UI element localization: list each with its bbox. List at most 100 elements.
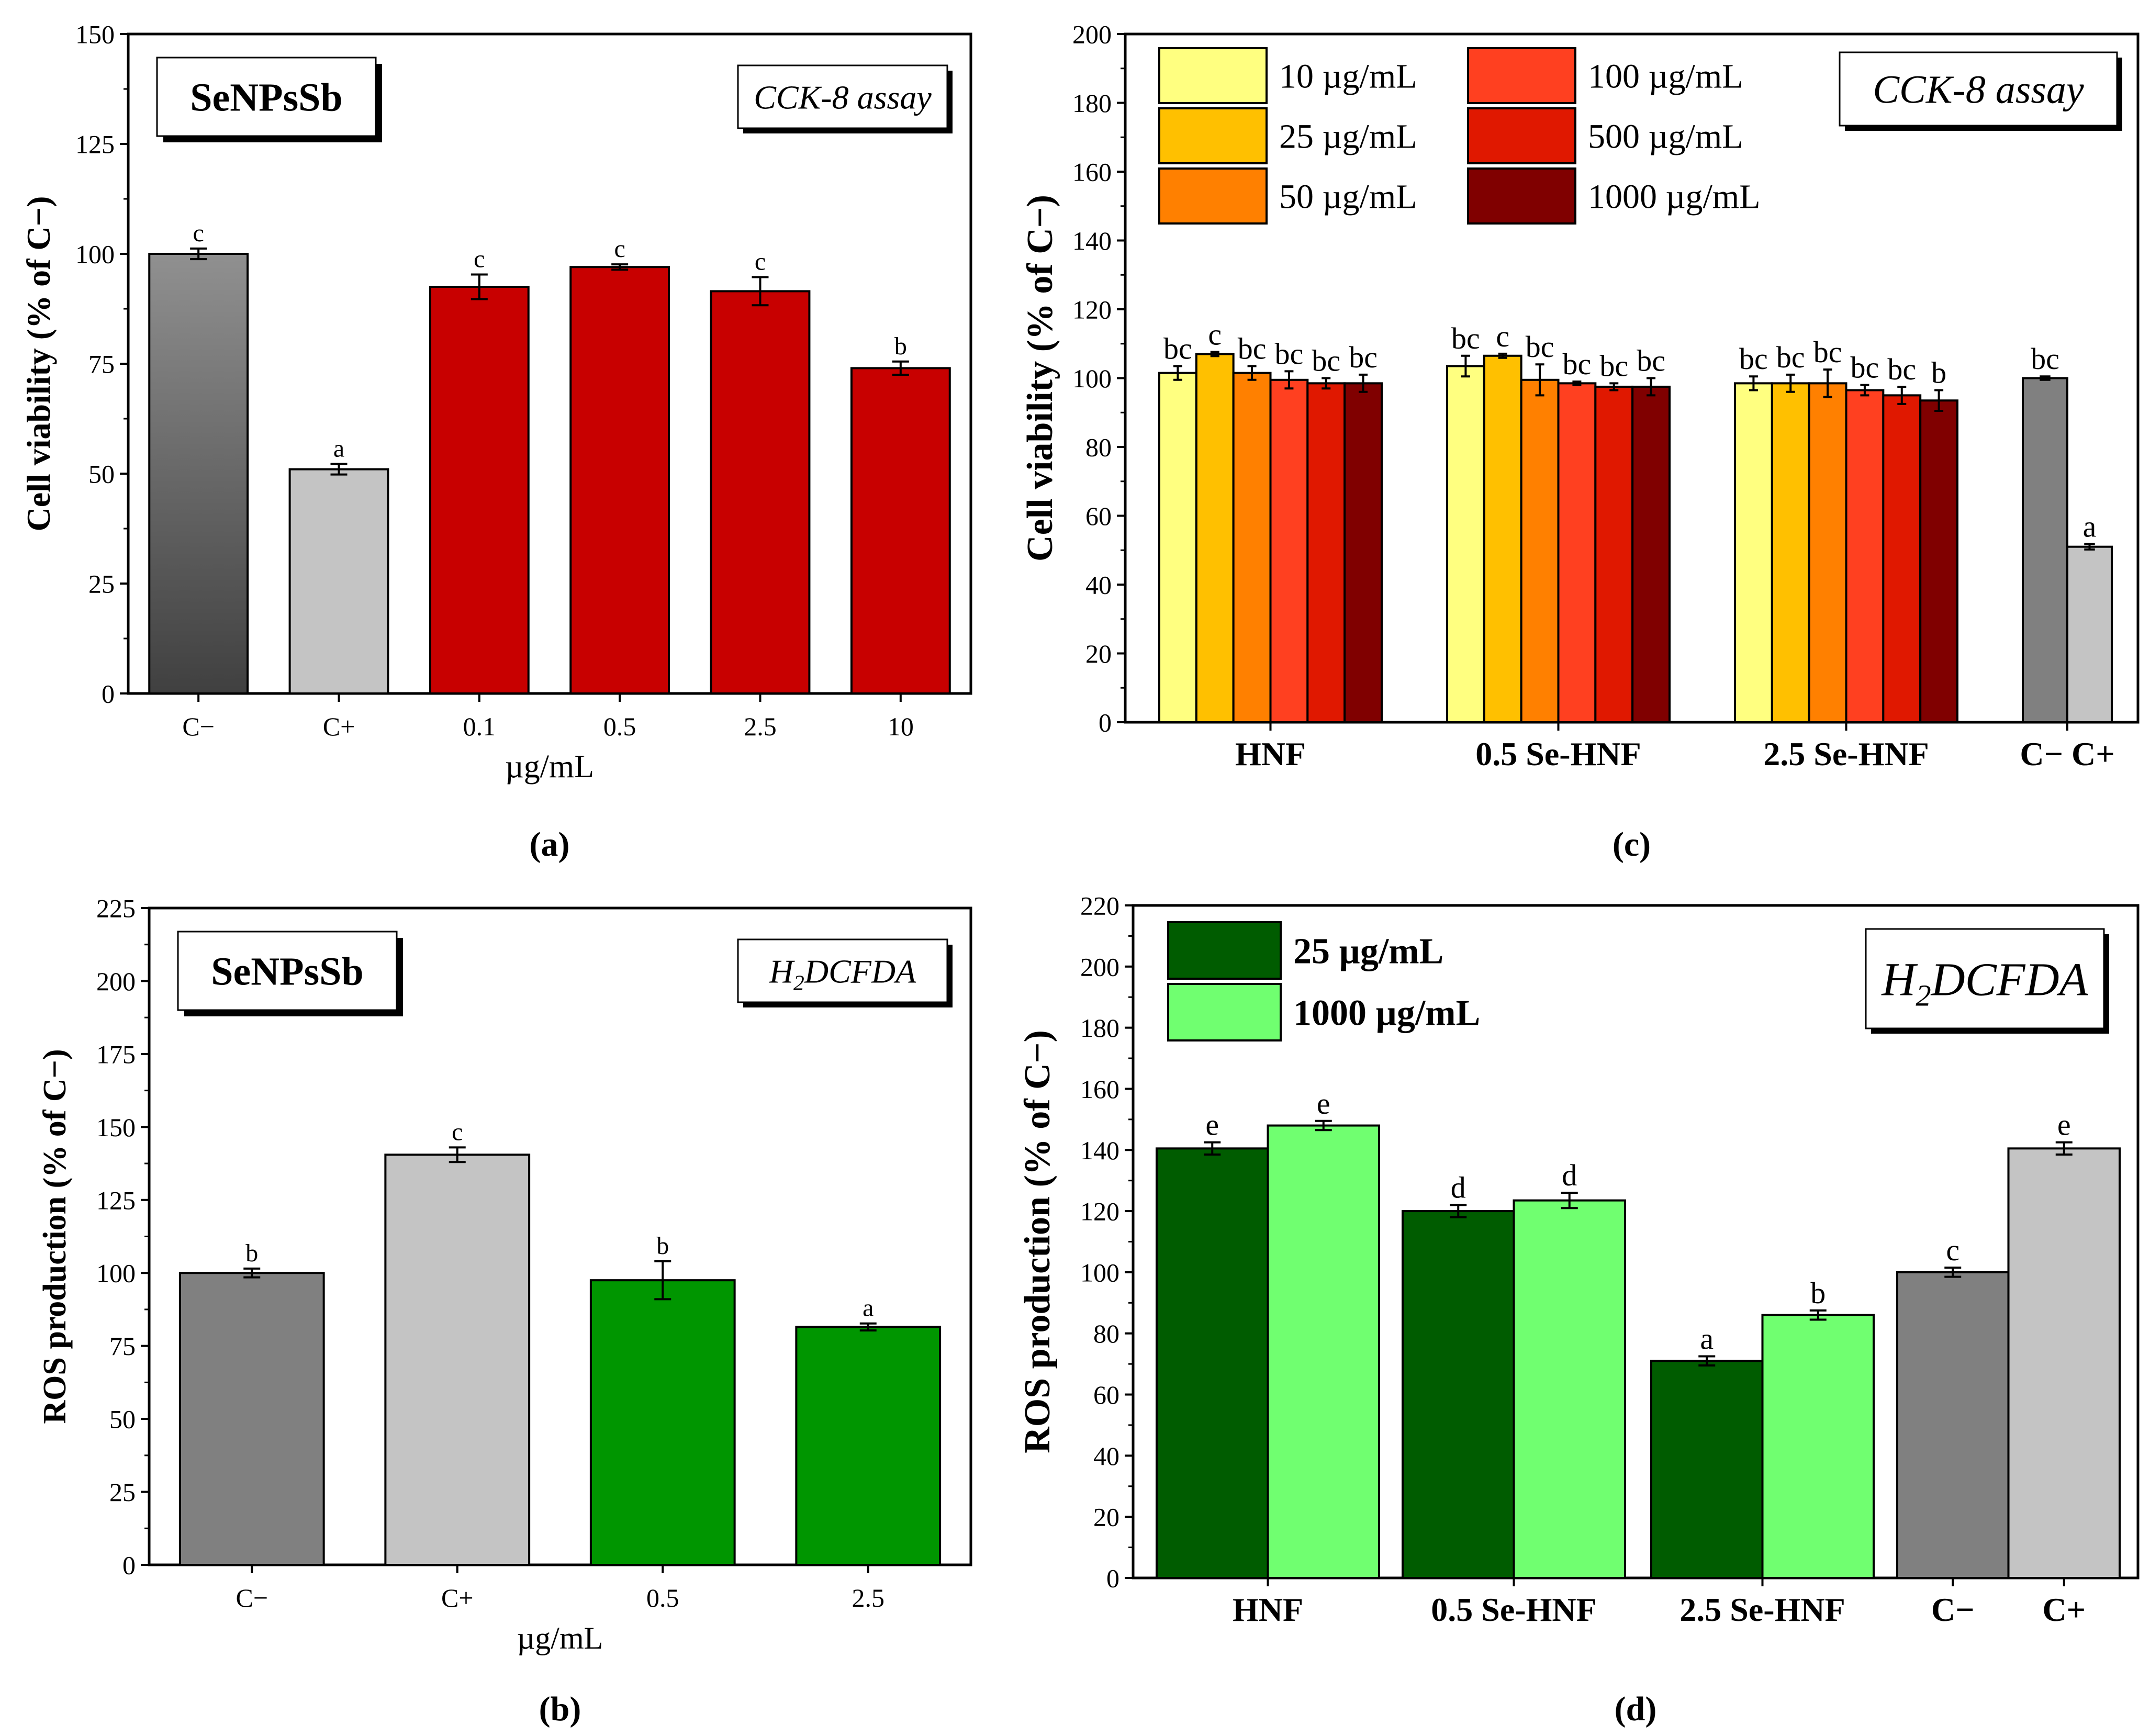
bar <box>2007 1147 2121 1579</box>
bar <box>589 1279 736 1566</box>
significance-letter: bc <box>1599 349 1628 383</box>
legend-swatch <box>1158 47 1268 104</box>
legend-swatch <box>1158 167 1268 225</box>
panel-a: 0 25 50 75 100 125 150 Cell viability (% of C−)… <box>20 20 972 864</box>
x-axis-label: µg/mL <box>505 749 594 785</box>
y-tick-label: 60 <box>1093 1380 1119 1409</box>
y-tick-label: 120 <box>1080 1197 1119 1226</box>
y-axis-label: ROS production (% of C−) <box>1017 1030 1058 1453</box>
plot-frame <box>1132 904 2140 1580</box>
y-tick-label: 0 <box>1099 708 1112 737</box>
y-tick-label: 200 <box>96 967 136 996</box>
bar <box>1446 365 1485 723</box>
bar <box>1761 1314 1875 1580</box>
x-group-label: 0.5 Se-HNF <box>1431 1591 1596 1628</box>
significance-letter: bc <box>1851 351 1879 385</box>
y-tick-label: 80 <box>1085 433 1112 462</box>
bar <box>1195 353 1235 723</box>
assay-label: H2DCFDA <box>1881 954 2088 1013</box>
y-tick-label: 200 <box>1072 20 1112 49</box>
significance-letter: d <box>1562 1158 1577 1192</box>
y-axis-label: ROS production (% of C−) <box>37 1049 73 1424</box>
bar <box>1650 1360 1764 1579</box>
bar <box>1343 382 1383 723</box>
significance-letter: bc <box>1637 344 1665 378</box>
legend-swatch <box>1467 167 1576 225</box>
panel-title: SeNPsSb <box>211 950 363 994</box>
x-control-label: C− <box>1931 1591 1975 1628</box>
legend-swatch <box>1167 983 1282 1041</box>
significance-letter: a <box>1700 1322 1714 1356</box>
bar <box>569 266 670 695</box>
x-group-label: 2.5 Se-HNF <box>1679 1591 1845 1628</box>
assay-label: CCK-8 assay <box>1873 68 2084 112</box>
bar <box>1896 1271 2010 1580</box>
panel-title-box <box>156 57 377 137</box>
y-tick-label: 140 <box>1072 226 1112 255</box>
significance-letter: bc <box>1163 331 1192 365</box>
y-tick-label: 175 <box>96 1039 136 1069</box>
y-tick-label: 75 <box>109 1331 136 1361</box>
y-tick-label: 50 <box>109 1405 136 1434</box>
significance-letter: bc <box>1526 330 1554 364</box>
plot-frame <box>127 32 972 695</box>
bar <box>1232 372 1272 723</box>
y-tick-label: 20 <box>1085 639 1112 668</box>
y-tick-label: 180 <box>1080 1013 1119 1043</box>
y-tick-label: 220 <box>1080 891 1119 921</box>
significance-letter: e <box>1205 1108 1219 1142</box>
bar <box>1269 378 1309 723</box>
assay-label-part: H <box>1881 954 1918 1006</box>
bar <box>1631 385 1671 723</box>
bar <box>2066 545 2113 724</box>
legend-label: 25 µg/mL <box>1293 932 1443 972</box>
x-tick-label: 2.5 <box>852 1583 885 1612</box>
y-tick-label: 80 <box>1093 1319 1119 1348</box>
y-tick-label: 40 <box>1085 570 1112 600</box>
y-tick-label: 20 <box>1093 1503 1119 1532</box>
x-tick-label: C− <box>236 1583 268 1612</box>
x-tick-label: C− <box>182 712 215 741</box>
panel-title-box <box>177 931 398 1011</box>
bar <box>1882 394 1922 723</box>
y-tick-label: 200 <box>1080 952 1119 981</box>
y-tick-label: 125 <box>96 1185 136 1215</box>
y-tick-label: 160 <box>1072 158 1112 187</box>
y-tick-label: 0 <box>122 1551 136 1580</box>
x-control-label: C+ <box>2042 1591 2086 1628</box>
significance-letter: c <box>1208 318 1222 352</box>
assay-label-part: 2 <box>1916 978 1931 1012</box>
significance-letter: a <box>333 435 344 463</box>
bar <box>795 1326 942 1566</box>
legend-swatch <box>1467 107 1576 164</box>
y-tick-label: 60 <box>1085 501 1112 531</box>
plot-frame <box>148 906 972 1566</box>
y-tick-label: 140 <box>1080 1136 1119 1165</box>
y-tick-label: 100 <box>1080 1258 1119 1287</box>
y-tick-label: 75 <box>88 350 115 379</box>
x-tick-label: 0.1 <box>463 712 496 741</box>
bar <box>850 367 951 695</box>
y-tick-label: 150 <box>75 20 115 49</box>
legend-swatch <box>1158 107 1268 164</box>
y-tick-label: 150 <box>96 1113 136 1142</box>
bar <box>1513 1199 1626 1579</box>
significance-letter: bc <box>1312 344 1340 378</box>
bar <box>1306 382 1346 723</box>
assay-label: H2DCFDA <box>769 953 916 994</box>
bar <box>148 253 249 695</box>
significance-letter: bc <box>1451 321 1480 355</box>
y-tick-label: 225 <box>96 894 136 923</box>
significance-letter: b <box>245 1239 258 1267</box>
panel-c: 0 20 40 60 80 100 120 140 160 180 200 Cell viabilit… <box>1020 20 2140 864</box>
assay-label-box <box>737 938 948 1003</box>
significance-letter: bc <box>1776 340 1805 374</box>
y-tick-label: 180 <box>1072 88 1112 118</box>
bar <box>178 1272 325 1566</box>
x-group-label: 2.5 Se-HNF <box>1763 735 1929 772</box>
bar <box>1158 372 1197 723</box>
significance-letter: c <box>755 248 766 276</box>
y-tick-label: 100 <box>96 1259 136 1288</box>
legend-label: 10 µg/mL <box>1279 58 1417 96</box>
bar <box>710 290 811 695</box>
